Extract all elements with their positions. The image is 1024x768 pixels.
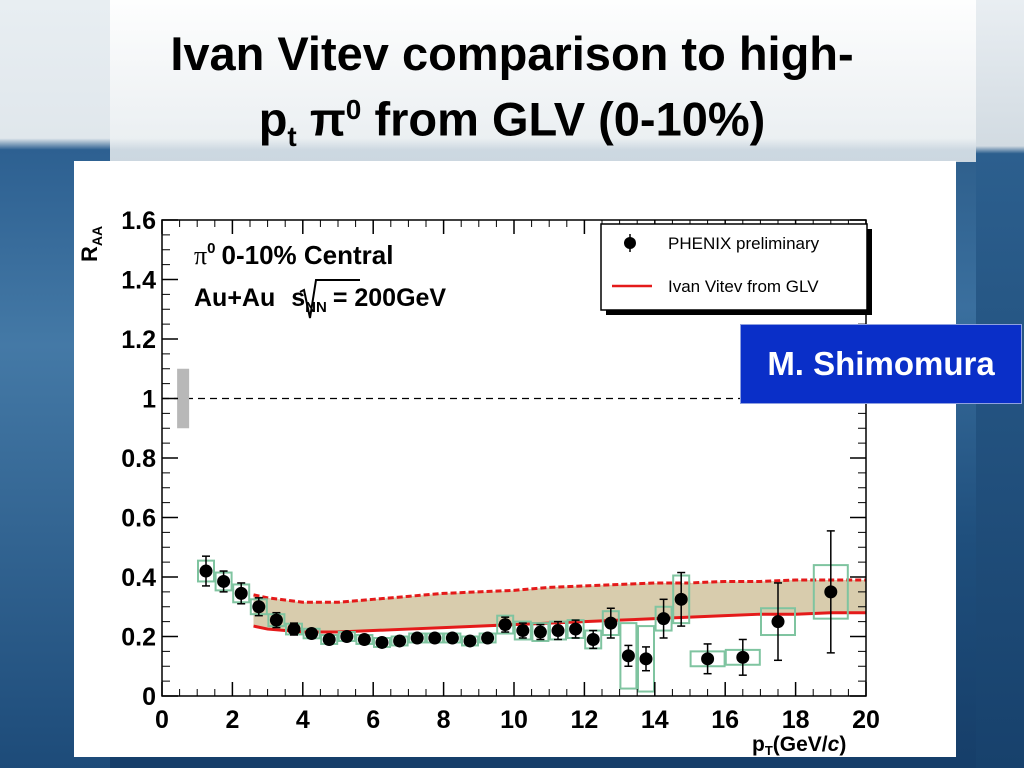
y-axis-label: RAA (77, 226, 105, 262)
systematic-box-24 (619, 622, 638, 690)
annotation-pi-sup: 0 (207, 240, 215, 257)
data-point-21 (569, 622, 583, 636)
title-line-1: Ivan Vitev comparison to high- (170, 27, 854, 80)
x-tick-label-3: 6 (366, 706, 380, 734)
x-axis-label-main: p (752, 733, 765, 756)
systematic-box-25 (637, 625, 655, 693)
theory-band-fill (253, 579, 866, 633)
x-tick-label-1: 2 (225, 706, 239, 734)
data-point-3 (252, 600, 266, 614)
data-point-26 (657, 612, 671, 626)
x-tick-label-6: 12 (570, 706, 598, 734)
title-band (110, 0, 976, 162)
title-pi: π (309, 92, 346, 146)
y-tick-label-7: 1.4 (121, 267, 156, 295)
annotation-pi: π (194, 241, 207, 270)
data-point-16 (481, 631, 495, 645)
data-point-layer (199, 530, 838, 676)
systematic-box-17 (496, 614, 515, 635)
y-tick-label-6: 1.2 (121, 326, 156, 354)
annotation-s: s (291, 284, 305, 312)
legend: PHENIX preliminary Ivan Vitev from GLV (600, 223, 872, 315)
data-point-18 (516, 624, 530, 638)
data-point-24 (621, 649, 635, 663)
normalization-uncertainty-box (177, 368, 190, 429)
data-point-4 (269, 613, 283, 627)
y-axis-label-sub: AA (89, 226, 105, 246)
data-point-2 (234, 586, 248, 600)
data-point-20 (551, 624, 565, 638)
data-point-8 (340, 630, 354, 643)
data-point-14 (445, 631, 459, 645)
y-tick-label-4: 0.8 (121, 445, 156, 473)
data-point-27 (674, 592, 688, 606)
data-point-6 (305, 627, 319, 641)
data-point-28 (701, 652, 715, 666)
y-tick-label-3: 0.6 (121, 505, 156, 533)
data-point-19 (533, 625, 547, 639)
x-tick-label-7: 14 (641, 706, 669, 734)
theory-upper-line (253, 578, 866, 604)
x-tick-label-10: 20 (852, 706, 880, 734)
data-point-10 (375, 635, 389, 649)
data-point-0 (199, 564, 213, 578)
title-p: p (258, 92, 288, 146)
annotation-energy: = 200GeV (333, 284, 447, 312)
data-point-13 (428, 631, 442, 645)
x-axis-label-close: ) (839, 733, 846, 756)
x-tick-label-4: 8 (437, 706, 451, 734)
x-tick-label-2: 4 (296, 706, 310, 734)
slide-title: Ivan Vitev comparison to high- pt π0 fro… (60, 26, 964, 165)
x-axis-label-c: c (828, 733, 840, 756)
systematic-box-18 (513, 620, 532, 641)
data-point-12 (410, 631, 424, 645)
annotation-system: Au+Au (194, 284, 275, 312)
data-point-7 (322, 632, 336, 646)
x-axis-label: pT(GeV/c) (752, 733, 846, 758)
data-point-22 (586, 632, 600, 646)
data-point-25 (639, 652, 653, 666)
data-point-29 (736, 650, 750, 664)
y-tick-label-5: 1 (142, 386, 156, 414)
title-rest: from GLV (0-10%) (374, 92, 766, 146)
data-point-1 (217, 574, 231, 588)
legend-label-theory: Ivan Vitev from GLV (668, 277, 819, 296)
data-point-15 (463, 634, 477, 648)
x-axis-label-sub: T (765, 743, 773, 758)
x-axis-label-rest: (GeV/ (773, 733, 828, 756)
systematic-box-19 (531, 622, 550, 642)
x-tick-label-5: 10 (500, 706, 528, 734)
data-point-11 (393, 634, 407, 648)
y-tick-label-0: 0 (142, 683, 156, 711)
axis-layer: 0 2 4 6 8 10 12 14 16 18 20 0 0.2 0.4 0.6 0.8 1 1.2 1.4 1.6 (121, 207, 880, 734)
annotation-centrality: 0-10% Central (221, 240, 393, 270)
reference-layer (162, 368, 740, 429)
title-p-subscript: t (287, 121, 297, 153)
annotation-line-1: π0 0-10% Central (194, 240, 393, 270)
data-point-23 (604, 616, 618, 630)
legend-box (600, 223, 868, 311)
x-tick-label-8: 16 (711, 706, 739, 734)
y-tick-label-8: 1.6 (121, 207, 156, 235)
annotation-line-2: Au+Au sNN = 200GeV (194, 284, 446, 316)
author-box: M. Shimomura (740, 324, 1022, 404)
data-point-9 (357, 632, 371, 646)
title-pi-superscript: 0 (345, 94, 362, 125)
data-point-30 (771, 615, 785, 629)
title-line-2: pt π0 from GLV (0-10%) (60, 82, 964, 165)
data-point-31 (824, 585, 838, 599)
legend-label-data: PHENIX preliminary (668, 234, 820, 253)
x-tick-label-0: 0 (155, 706, 169, 734)
y-axis-label-main: R (77, 246, 102, 262)
y-tick-label-1: 0.2 (121, 624, 156, 652)
x-tick-label-9: 18 (782, 706, 810, 734)
y-tick-label-2: 0.4 (121, 564, 156, 592)
sqrt-sign (299, 279, 360, 319)
data-point-17 (498, 618, 512, 632)
data-point-5 (287, 622, 301, 636)
